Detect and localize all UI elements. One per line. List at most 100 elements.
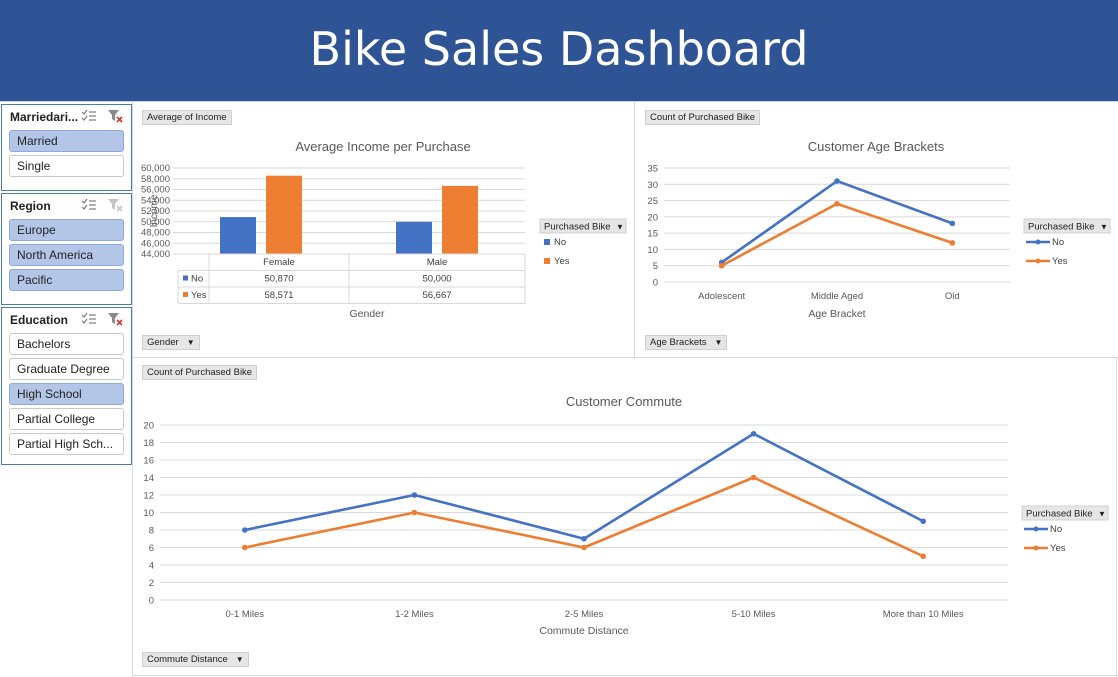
y-tick-label: 18: [143, 438, 154, 449]
dropdown-arrow-icon: ▼: [714, 338, 723, 347]
slicer-item[interactable]: North America: [9, 244, 124, 266]
multi-select-icon[interactable]: [81, 198, 97, 212]
legend-entry: Yes: [1052, 256, 1068, 267]
y-tick-label: 48,000: [141, 228, 170, 239]
y-axis-title: Income: [149, 194, 160, 227]
table-swatch: [183, 292, 188, 297]
x-tick-label: 1-2 Miles: [395, 609, 434, 620]
slicer-item[interactable]: Partial College: [9, 408, 124, 430]
slicer-item[interactable]: Pacific: [9, 269, 124, 291]
slicer-item[interactable]: High School: [9, 383, 124, 405]
multi-select-icon[interactable]: [81, 109, 97, 123]
dropdown-arrow-icon: ▼: [186, 338, 195, 347]
slicer-item[interactable]: Graduate Degree: [9, 358, 124, 380]
slicer-item[interactable]: Married: [9, 130, 124, 152]
y-tick-label: 12: [143, 491, 154, 502]
legend-field-button: [1021, 505, 1109, 521]
bar-yes-male: [442, 185, 478, 254]
panel-divider: [132, 675, 1118, 676]
y-tick-label: 56,000: [141, 185, 170, 196]
axis-field-button[interactable]: Age Brackets ▼: [645, 335, 728, 350]
slicer-item[interactable]: Bachelors: [9, 333, 124, 355]
value-field-button[interactable]: Average of Income: [142, 110, 232, 125]
panel-divider: [634, 102, 635, 357]
chart-legend: Purchased Bike ▼ No Yes: [1023, 218, 1111, 267]
data-point-yes: [750, 474, 757, 481]
dropdown-arrow-icon: ▼: [616, 223, 624, 232]
dropdown-arrow-icon: ▼: [1098, 510, 1106, 519]
y-tick-label: 50,000: [141, 217, 170, 228]
legend-field-label: Purchased Bike: [1026, 509, 1093, 520]
panel-divider: [1116, 357, 1117, 677]
data-label: 50,870: [264, 274, 293, 285]
x-tick-label: 0-1 Miles: [226, 609, 265, 620]
x-tick-label: 5-10 Miles: [732, 609, 776, 620]
legend-entry: No: [1052, 237, 1064, 248]
data-point-no: [718, 259, 725, 266]
slicer-education[interactable]: Education Bachelors Graduate Degree High S…: [1, 307, 132, 465]
y-tick-label: 30: [647, 180, 658, 191]
chart-title: Average Income per Purchase: [295, 139, 470, 154]
chart-title: Customer Commute: [566, 394, 682, 409]
legend-marker: [1033, 526, 1039, 532]
value-field-button[interactable]: Count of Purchased Bike: [142, 365, 258, 380]
x-axis-title: Gender: [349, 308, 385, 320]
y-tick-label: 10: [143, 508, 154, 519]
y-tick-label: 0: [149, 596, 154, 607]
slicer-items: Bachelors Graduate Degree High School Parti…: [2, 330, 131, 463]
legend-marker: [1033, 545, 1039, 551]
data-point-no: [750, 430, 757, 437]
y-tick-label: 0: [653, 278, 658, 289]
panel-divider: [132, 357, 1118, 358]
bar-yes-female: [266, 175, 302, 254]
y-tick-label: 25: [647, 196, 658, 207]
x-tick-label: Old: [945, 291, 960, 302]
data-label: 50,000: [422, 274, 451, 285]
slicer-item[interactable]: Partial High Sch...: [9, 433, 124, 455]
data-point-yes: [949, 240, 956, 246]
slicer-items: Europe North America Pacific: [2, 216, 131, 299]
data-point-no: [920, 518, 926, 525]
y-tick-label: 16: [143, 456, 154, 467]
bar-no-male: [396, 221, 432, 254]
slicer-items: Married Single: [2, 127, 131, 185]
slicer-marital-status[interactable]: Marriedari... Married Single: [1, 104, 132, 191]
multi-select-icon[interactable]: [81, 312, 97, 326]
data-point-no: [242, 527, 248, 533]
legend-field-button: [1023, 218, 1111, 234]
data-point-no: [411, 492, 418, 498]
axis-field-button[interactable]: Gender ▼: [142, 335, 200, 350]
clear-filter-icon[interactable]: [107, 109, 123, 123]
legend-entry: Yes: [1050, 543, 1066, 554]
y-tick-label: 35: [647, 164, 658, 175]
slicer-title: Region: [10, 199, 51, 213]
y-tick-label: 2: [149, 578, 154, 589]
value-field-button[interactable]: Count of Purchased Bike: [645, 110, 761, 125]
x-tick-label: Middle Aged: [811, 291, 863, 302]
data-point-yes: [718, 262, 725, 269]
slicer-item[interactable]: Europe: [9, 219, 124, 241]
table-row-label: Yes: [191, 290, 207, 301]
x-axis-title: Age Bracket: [808, 308, 865, 320]
clear-filter-icon[interactable]: [107, 198, 123, 212]
slicer-title: Education: [10, 313, 69, 327]
legend-marker: [1035, 239, 1041, 245]
y-tick-label: 4: [149, 561, 154, 572]
x-axis-title: Commute Distance: [539, 625, 628, 637]
data-point-yes: [581, 544, 587, 551]
y-tick-label: 20: [143, 421, 154, 432]
legend-entry: No: [1050, 524, 1062, 535]
y-tick-label: 10: [647, 245, 658, 256]
axis-field-button[interactable]: Commute Distance ▼: [142, 652, 249, 667]
x-tick-label: 2-5 Miles: [565, 609, 604, 620]
y-tick-label: 46,000: [141, 238, 170, 249]
y-tick-label: 58,000: [141, 174, 170, 185]
chart-legend: Purchased Bike ▼ No Yes: [1021, 505, 1109, 554]
dropdown-arrow-icon: ▼: [1100, 223, 1108, 232]
legend-marker: [1035, 258, 1041, 264]
clear-filter-icon[interactable]: [107, 312, 123, 326]
slicer-region[interactable]: Region Europe North America Pacific: [1, 193, 132, 305]
y-tick-label: 15: [647, 229, 658, 240]
slicer-item[interactable]: Single: [9, 155, 124, 177]
y-tick-label: 60,000: [141, 163, 170, 174]
